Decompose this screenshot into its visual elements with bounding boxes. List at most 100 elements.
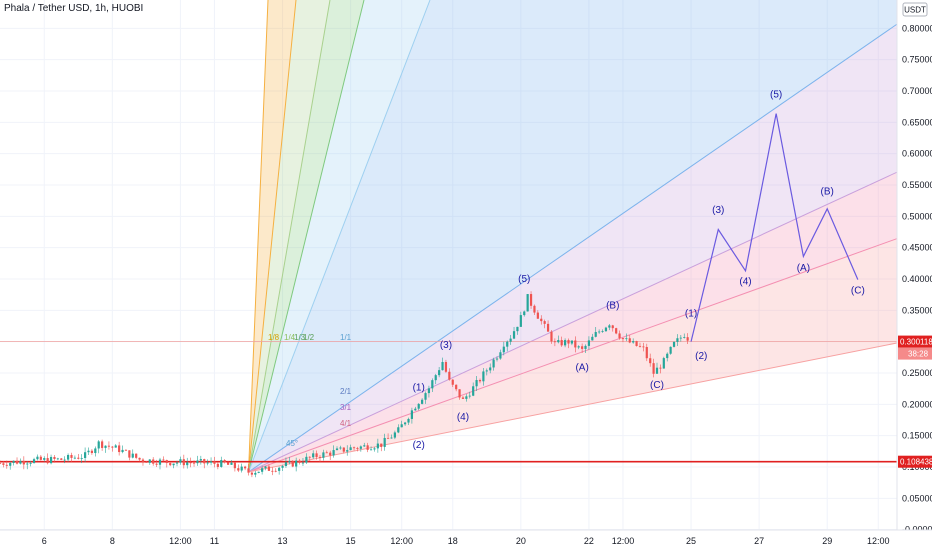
- candle-body: [563, 340, 567, 346]
- candle-body: [635, 341, 638, 346]
- time-axis[interactable]: [0, 530, 932, 550]
- candle-body: [278, 467, 281, 471]
- candle-body: [645, 347, 648, 359]
- candle-body: [414, 408, 417, 411]
- candle-body: [90, 450, 94, 454]
- candle-body: [346, 450, 349, 452]
- candle-body: [679, 337, 682, 339]
- candle-body: [179, 459, 182, 463]
- wave-label: (5): [770, 89, 782, 100]
- wave-label: (A): [575, 362, 588, 373]
- candle-body: [196, 460, 199, 464]
- candle-body: [683, 337, 686, 338]
- wave-label: (C): [851, 285, 865, 296]
- wave-label: (3): [440, 340, 452, 351]
- candle-body: [482, 371, 485, 382]
- price-tag-label: 0.300118: [900, 338, 932, 347]
- wave-label: (3): [712, 205, 724, 216]
- candle-body: [533, 305, 536, 313]
- candle-body: [305, 456, 308, 463]
- candle-body: [155, 463, 158, 465]
- candle-body: [199, 459, 202, 461]
- candle-body: [567, 340, 570, 344]
- candle-body: [366, 445, 369, 450]
- candle-body: [403, 422, 407, 425]
- x-tick-label: 18: [448, 536, 458, 546]
- price-tag: [898, 335, 932, 348]
- candle-body: [312, 453, 315, 458]
- candle-body: [550, 331, 553, 342]
- candle-body: [570, 340, 574, 344]
- candle-body: [9, 462, 12, 466]
- candle-body: [492, 359, 495, 368]
- gann-fan: [248, 0, 932, 473]
- candle-body: [386, 437, 390, 439]
- price-axis[interactable]: [897, 0, 932, 530]
- candle-body: [213, 461, 216, 464]
- fan-label: 45°: [286, 439, 298, 448]
- candle-body: [441, 362, 444, 371]
- candle-body: [247, 468, 250, 473]
- y-tick-label: 0.600000: [902, 149, 932, 159]
- candle-body: [298, 460, 301, 463]
- candle-body: [529, 294, 533, 306]
- candle-body: [451, 379, 454, 385]
- candle-body: [546, 323, 550, 332]
- price-tag-label: 0.108438: [900, 458, 932, 467]
- candle-body: [264, 466, 267, 469]
- x-tick-label: 12:00: [867, 536, 890, 546]
- candle-body: [84, 452, 87, 458]
- wave-label: (2): [695, 351, 707, 362]
- fan-band: [248, 226, 932, 473]
- candle-body: [329, 452, 332, 456]
- candle-body: [121, 449, 124, 453]
- fan-label: 3/1: [340, 403, 352, 412]
- candle-body: [373, 448, 376, 450]
- candle-body: [77, 457, 80, 459]
- candle-body: [291, 461, 294, 467]
- candle-body: [455, 384, 458, 390]
- candle-body: [424, 393, 427, 400]
- candle-body: [114, 445, 117, 448]
- candle-body: [135, 453, 138, 458]
- candle-body: [26, 463, 29, 465]
- candle-body: [318, 456, 322, 458]
- candle-body: [431, 380, 434, 389]
- y-tick-label: 0.450000: [902, 243, 932, 253]
- currency-badge[interactable]: USDT: [902, 2, 928, 17]
- candle-body: [349, 447, 352, 451]
- chart-title: Phala / Tether USD, 1h, HUOBI: [4, 3, 144, 14]
- fan-label: 2/1: [340, 387, 352, 396]
- candle-body: [128, 450, 131, 458]
- candle-body: [32, 459, 36, 463]
- candle-body: [73, 457, 76, 459]
- x-tick-label: 12:00: [390, 536, 413, 546]
- candle-body: [526, 294, 529, 312]
- candle-body: [587, 340, 591, 346]
- y-tick-label: 0.650000: [902, 117, 932, 127]
- candle-body: [560, 340, 563, 346]
- fan-ray: [248, 0, 297, 473]
- candle-body: [63, 459, 66, 461]
- y-tick-label: 0.500000: [902, 211, 932, 221]
- candle-body: [591, 336, 594, 341]
- fan-label: 4/1: [340, 419, 352, 428]
- candle-body: [458, 389, 461, 398]
- candle-body: [145, 461, 148, 463]
- candle-body: [376, 443, 379, 449]
- candle-body: [315, 453, 318, 457]
- candle-body: [226, 462, 230, 465]
- y-tick-label: 0.200000: [902, 399, 932, 409]
- candle-body: [615, 328, 618, 334]
- grid-lines: [0, 0, 897, 531]
- price-tags: 0.108438 0.300118 38:28: [898, 335, 932, 468]
- candle-body: [438, 370, 441, 376]
- candle-body: [608, 325, 611, 328]
- candle-body: [104, 445, 107, 448]
- candle-body: [383, 437, 386, 447]
- x-tick-label: 25: [686, 536, 696, 546]
- candle-body: [66, 454, 70, 460]
- candle-body: [468, 395, 471, 397]
- fan-ray: [248, 0, 365, 473]
